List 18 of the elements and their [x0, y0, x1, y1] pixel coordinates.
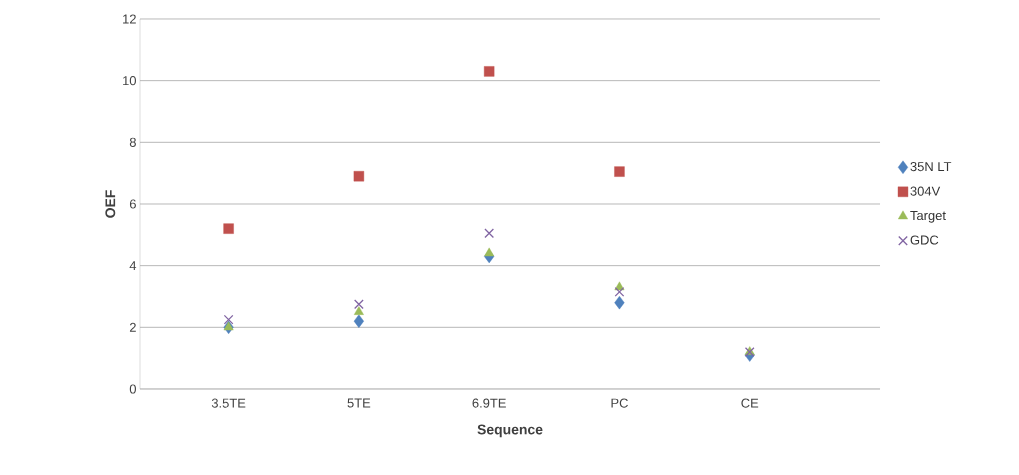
x-tick-label: CE: [741, 398, 759, 408]
y-tick-label: 0: [129, 384, 136, 394]
legend-label: GDC: [910, 235, 939, 245]
y-axis-title: OEF: [105, 190, 116, 218]
x-tick-label: 5TE: [347, 398, 371, 408]
legend-label: 35N LT: [910, 162, 952, 172]
y-tick-label: 12: [123, 14, 136, 24]
y-tick-label: 2: [129, 322, 136, 332]
legend-label: 304V: [910, 186, 941, 196]
y-tick-label: 10: [123, 76, 136, 86]
x-axis-title: Sequence: [477, 424, 543, 438]
x-tick-label: PC: [611, 398, 628, 408]
y-tick-label: 8: [129, 137, 136, 147]
x-tick-label: 6.9TE: [472, 398, 506, 408]
legend-label: Target: [910, 211, 946, 223]
y-tick-label: 6: [129, 199, 136, 209]
y-tick-label: 4: [129, 261, 137, 271]
x-tick-label: 3.5TE: [211, 398, 246, 408]
